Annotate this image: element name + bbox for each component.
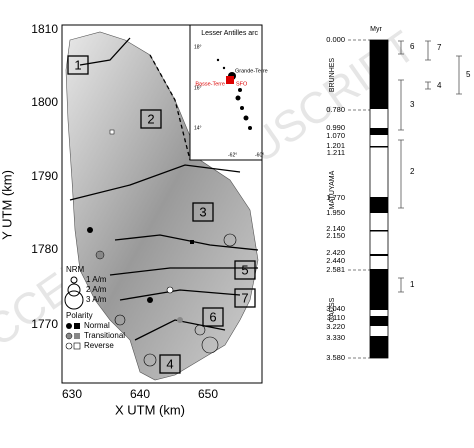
age-label: 1.950 [326, 208, 345, 217]
inset-lat: 18° [194, 44, 202, 50]
timescale-unit: Myr [370, 26, 382, 33]
zone-label: 3 [199, 204, 206, 219]
legend-item: Reverse [84, 341, 114, 350]
age-label: 1.211 [327, 148, 345, 157]
inset-label: Grande-Terre [235, 68, 268, 74]
inset-title: Lesser Antilles arc [201, 30, 258, 37]
age-label: 2.440 [326, 256, 345, 265]
legend-symbol [65, 332, 73, 340]
y-tick-label: 1810 [31, 22, 58, 36]
legend-symbol [70, 276, 78, 284]
x-tick-label: 630 [62, 387, 82, 401]
legend-symbol [66, 323, 72, 329]
group-label: 5 [466, 70, 471, 79]
x-axis-label: X UTM (km) [115, 402, 185, 417]
zone-label: 1 [74, 57, 81, 72]
legend-symbol [67, 283, 81, 297]
zone-box [192, 202, 214, 222]
zone-box [67, 55, 89, 75]
age-label: 0.990 [326, 123, 345, 132]
zone-box [234, 288, 256, 308]
inset-label: Basse-Terre [195, 81, 225, 87]
age-label: 0.000 [326, 35, 345, 44]
inset-lon: -60° [255, 152, 264, 158]
normal-chrons [370, 40, 388, 358]
legend-title: Polarity [66, 311, 93, 320]
legend-item: 1 A/m [86, 275, 107, 284]
age-label: 0.780 [326, 105, 345, 114]
legend-symbol [65, 342, 73, 350]
zone-label: 5 [241, 262, 248, 277]
inset-lon: -62° [228, 152, 237, 158]
y-tick-label: 1780 [31, 242, 58, 256]
zone-boundaries [69, 37, 259, 341]
age-label: 1.201 [326, 141, 345, 150]
legend-item: Normal [84, 321, 110, 330]
legend-item: 2 A/m [86, 285, 107, 294]
y-axis-label: Y UTM (km) [0, 170, 14, 240]
zone-label: 2 [147, 111, 154, 126]
age-label: 3.110 [327, 313, 345, 322]
x-tick-label: 640 [130, 387, 150, 401]
zone-box [202, 307, 224, 327]
zone-label: 7 [241, 290, 248, 305]
age-label: 3.040 [326, 304, 345, 313]
inset-lat: 16° [194, 85, 202, 91]
y-tick-label: 1790 [31, 169, 58, 183]
group-label: 2 [410, 167, 415, 176]
x-tick-label: 650 [198, 387, 218, 401]
zone-box [159, 354, 181, 374]
inset-frame [189, 24, 263, 161]
chron-label: MATUYAMA [329, 170, 336, 209]
zone-box [234, 260, 256, 280]
y-tick-label: 1800 [31, 95, 58, 109]
group-label: 1 [410, 280, 415, 289]
zone-box [140, 109, 162, 129]
age-brackets [398, 40, 462, 293]
zone-label: 4 [166, 356, 173, 371]
legend-item: 3 A/m [86, 295, 107, 304]
age-label: 2.581 [326, 265, 345, 274]
group-label: 7 [437, 43, 442, 52]
group-label: 3 [410, 100, 415, 109]
inset-label: SFO [236, 81, 248, 87]
legend-item: Transitional [84, 331, 125, 340]
group-label: 4 [437, 81, 442, 90]
zone-label: 6 [209, 309, 216, 324]
age-label: 1.770 [326, 193, 345, 202]
inset-study-area [226, 76, 234, 84]
age-label: 3.580 [326, 353, 345, 362]
chron-label: GAUSS [329, 297, 336, 322]
age-label: 3.330 [326, 333, 345, 342]
age-label: 1.070 [326, 131, 345, 140]
inset-lat: 14° [194, 125, 202, 131]
legend-symbol [74, 333, 80, 339]
group-label: 6 [410, 42, 415, 51]
y-tick-label: 1770 [31, 317, 58, 331]
chron-label: BRUNHES [329, 58, 336, 93]
legend-symbol [64, 290, 84, 310]
sites [87, 129, 237, 367]
age-label: 2.150 [326, 231, 345, 240]
age-label: 3.220 [326, 322, 345, 331]
legend-symbol [73, 342, 81, 350]
age-label: 2.140 [326, 224, 345, 233]
age-label: 2.420 [326, 248, 345, 257]
legend-symbol [74, 323, 80, 329]
legend-title: NRM [66, 265, 85, 274]
